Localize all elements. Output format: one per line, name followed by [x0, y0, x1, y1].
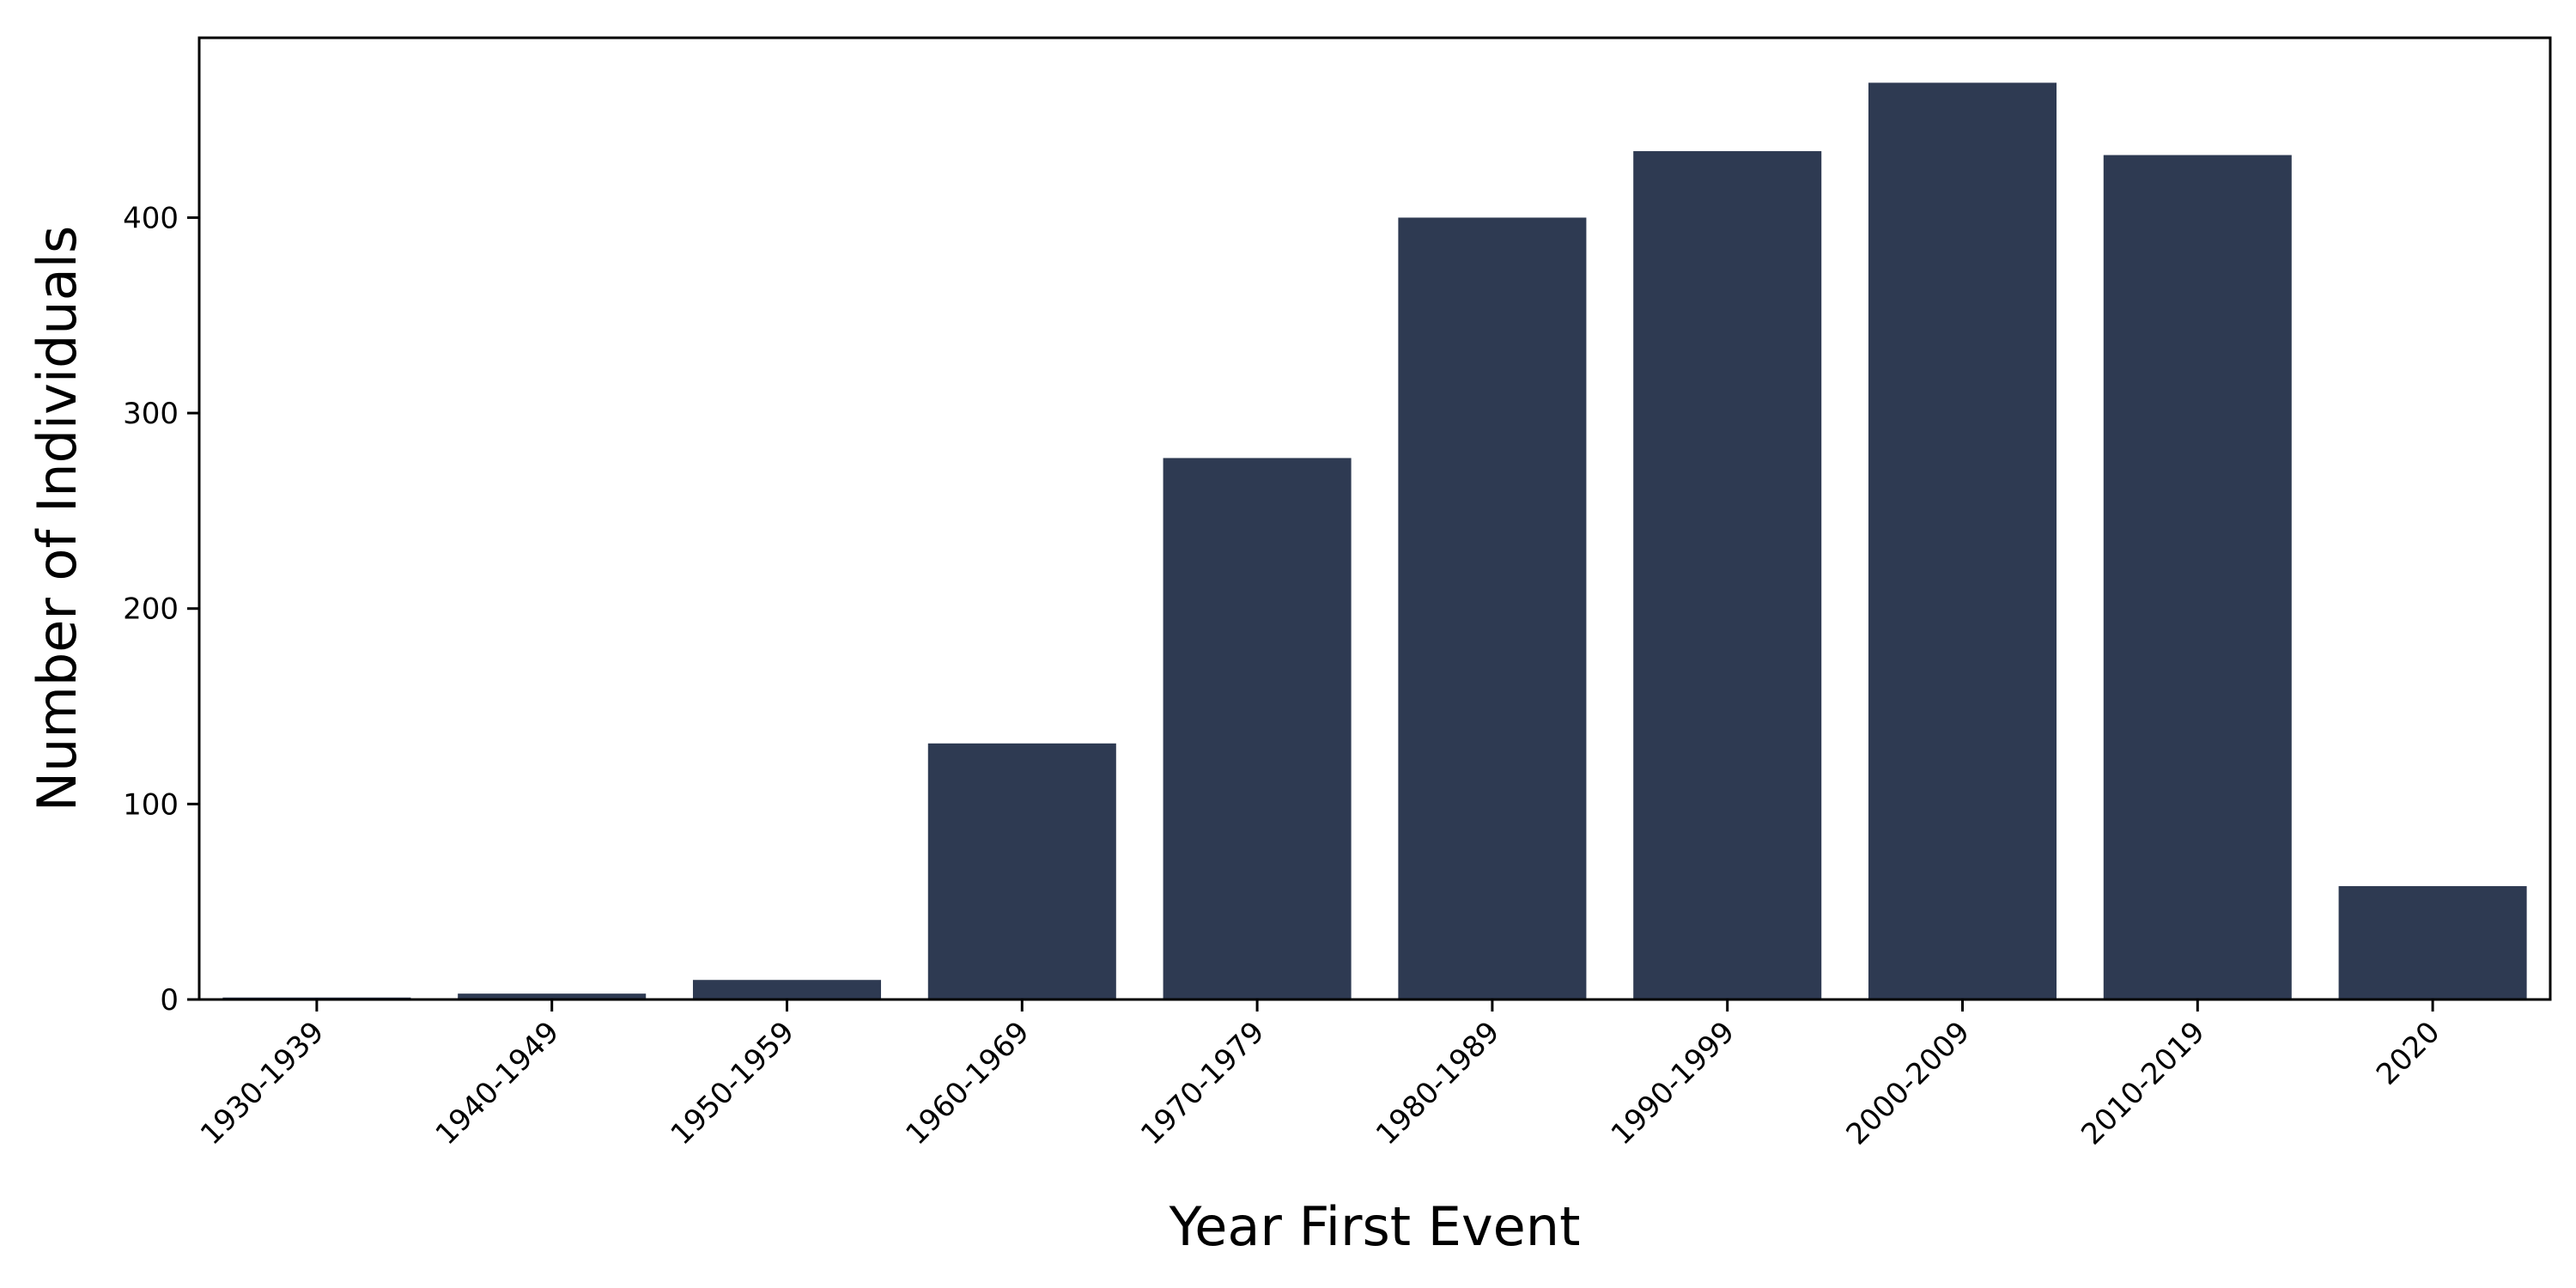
y-tick-label: 100 — [123, 787, 179, 822]
y-tick-label: 0 — [160, 983, 179, 1018]
x-tick-label: 1930-1939 — [194, 1015, 331, 1151]
bar-1990-1999 — [1633, 151, 1822, 999]
y-axis-label: Number of Individuals — [26, 226, 88, 811]
bar-1950-1959 — [692, 980, 882, 999]
x-tick-label: 2010-2019 — [2075, 1015, 2211, 1151]
bar-2010-2019 — [2103, 155, 2292, 999]
x-tick-label: 2020 — [2370, 1015, 2446, 1091]
bar-1970-1979 — [1163, 458, 1352, 999]
x-tick-label: 1990-1999 — [1605, 1015, 1741, 1151]
plot-frame — [197, 36, 2552, 1001]
x-tick-label: 1970-1979 — [1134, 1015, 1271, 1151]
bar-1980-1989 — [1398, 217, 1587, 999]
x-tick-label: 1980-1989 — [1370, 1015, 1506, 1151]
bar-2000-2009 — [1868, 82, 2057, 1000]
y-tick-label: 300 — [123, 397, 179, 431]
bar-2020 — [2338, 885, 2527, 999]
y-tick-label: 200 — [123, 592, 179, 627]
x-tick-label: 1940-1949 — [429, 1015, 566, 1151]
y-tick-label: 400 — [123, 201, 179, 235]
x-tick-label: 1950-1959 — [665, 1015, 801, 1151]
x-axis-label: Year First Event — [1169, 1195, 1581, 1258]
bar-1960-1969 — [927, 743, 1116, 999]
x-tick-label: 1960-1969 — [899, 1015, 1036, 1151]
y-axis-ticks: 0 100 200 300 400 — [123, 201, 199, 1018]
bars-group — [222, 82, 2527, 1000]
bar-1940-1949 — [458, 993, 647, 999]
x-axis-ticks: 1930-1939 1940-1949 1950-1959 1960-1969 1970… — [194, 999, 2446, 1151]
x-tick-label: 2000-2009 — [1840, 1015, 1977, 1151]
